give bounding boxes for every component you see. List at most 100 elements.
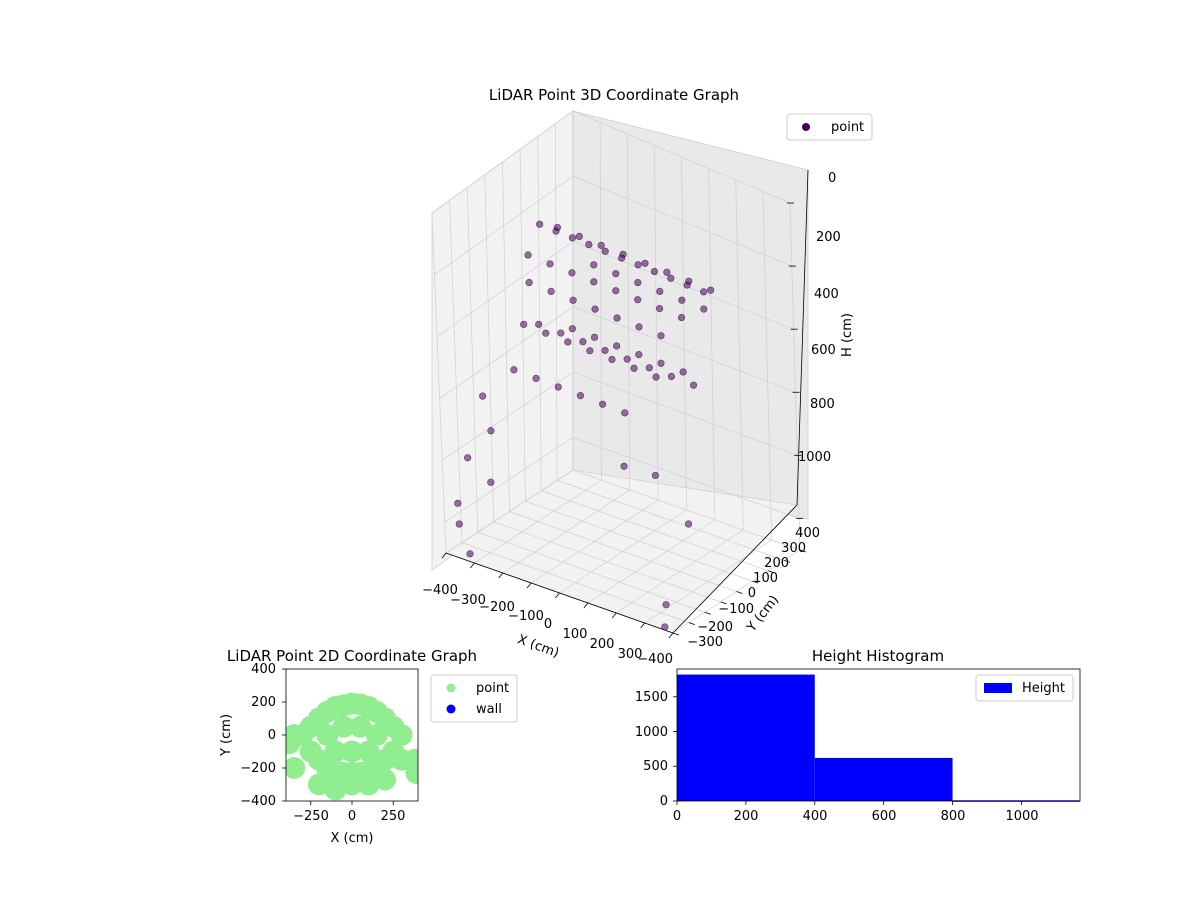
y-tick-label: 300	[781, 541, 806, 556]
y-tick-mark	[799, 549, 807, 553]
grid-line	[477, 531, 705, 613]
z-tick-labels-3d: 0 200 400 600 800 1000	[798, 171, 841, 465]
histogram-y-tick-labels: 0 500 1000 1500	[635, 690, 668, 809]
x-tick-label: 0	[348, 809, 356, 824]
grid-line	[762, 191, 772, 541]
data-point-3d	[657, 359, 665, 367]
data-point-3d	[585, 240, 593, 249]
y-tick-label: −200	[240, 761, 276, 776]
data-point-3d	[612, 287, 620, 295]
grid-line	[626, 133, 631, 491]
x-tick-mark	[583, 602, 589, 609]
histogram-legend-label: Height	[1022, 681, 1065, 696]
data-point-2d	[324, 740, 347, 763]
y-tick-mark	[704, 611, 711, 615]
data-point-3d	[510, 366, 518, 374]
data-point-2d	[365, 724, 388, 746]
data-point-3d	[564, 338, 572, 346]
data-point-3d	[554, 383, 562, 391]
x-tick-mark	[611, 612, 617, 619]
data-point-3d	[576, 392, 585, 400]
data-point-3d	[623, 355, 631, 363]
data-point-3d	[612, 270, 620, 278]
data-point-2d	[286, 757, 306, 779]
x-tick-label: 300	[618, 647, 643, 662]
z-tick-label: 800	[810, 397, 835, 412]
histogram-bar	[814, 757, 953, 801]
x-tick-mark	[470, 562, 475, 569]
data-point-3d	[662, 601, 670, 609]
legend-3d-label: point	[831, 120, 864, 135]
data-point-3d	[635, 351, 643, 359]
x-tick-label: −100	[508, 609, 544, 624]
grid-line	[708, 168, 716, 521]
data-point-2d	[324, 778, 347, 801]
y-tick-label: 400	[251, 662, 276, 677]
data-point-2d	[308, 773, 330, 796]
data-point-3d	[455, 520, 463, 528]
data-point-3d	[630, 364, 638, 372]
y-tick-label: 500	[643, 759, 668, 774]
data-point-3d	[464, 454, 472, 462]
y-tick-label: −400	[637, 652, 673, 667]
points-2d	[286, 692, 418, 801]
data-point-2d	[390, 724, 413, 746]
data-point-3d	[590, 261, 598, 269]
x-tick-label: 1000	[1005, 809, 1038, 824]
data-point-3d	[677, 313, 686, 322]
data-point-3d	[553, 223, 562, 232]
data-point-3d	[466, 550, 474, 558]
data-point-3d	[590, 333, 599, 341]
grid-3d	[431, 110, 801, 634]
chart-histogram: Height Histogram 0 500 1000 1500 0 200 4…	[635, 647, 1081, 824]
grid-line	[441, 371, 798, 461]
data-point-3d	[608, 355, 616, 364]
x-tick-mark	[640, 622, 645, 629]
y-tick-mark	[783, 559, 791, 563]
data-point-3d	[487, 478, 495, 486]
grid-line	[654, 145, 659, 501]
legend-2d-marker-wall	[446, 704, 456, 714]
z-axis-line	[796, 169, 809, 506]
data-point-3d	[487, 427, 495, 435]
data-point-3d	[568, 269, 576, 277]
grid-line	[537, 136, 542, 491]
y-tick-label: −200	[697, 620, 733, 635]
grid-line	[541, 490, 769, 572]
x-tick-label: 800	[941, 809, 966, 824]
data-point-2d	[316, 724, 339, 746]
data-point-3d	[689, 381, 698, 389]
grid-line	[525, 500, 753, 582]
grid-line	[431, 110, 791, 214]
y-tick-mark	[752, 580, 759, 584]
y-tick-mark	[768, 570, 775, 574]
data-point-3d	[569, 296, 577, 304]
data-point-3d	[546, 260, 554, 268]
y-tick-label: 200	[251, 695, 276, 710]
x-tick-mark	[441, 552, 447, 559]
grid-line	[484, 174, 494, 522]
data-point-3d	[667, 372, 676, 381]
data-point-3d	[568, 325, 576, 333]
x-tick-label: 200	[734, 809, 759, 824]
y-tick-label: 0	[748, 586, 756, 601]
histogram-bar	[677, 674, 815, 801]
data-point-3d	[591, 305, 599, 313]
y-tick-label: 0	[268, 728, 276, 743]
data-point-3d	[635, 323, 643, 331]
z-tick-label: 600	[811, 343, 836, 358]
data-point-3d	[601, 247, 609, 255]
grid-line	[434, 175, 792, 276]
z-tick-label: 1000	[798, 450, 831, 465]
data-point-3d	[547, 287, 555, 296]
data-point-3d	[685, 277, 693, 285]
data-point-3d	[634, 261, 642, 269]
data-point-3d	[663, 268, 671, 276]
data-point-3d	[532, 374, 540, 382]
legend-2d-marker-point	[446, 683, 456, 693]
x-tick-label: 600	[872, 809, 897, 824]
grid-line	[599, 122, 602, 481]
x-tick-label: −400	[422, 583, 458, 598]
data-point-3d	[613, 314, 621, 322]
x-tick-mark	[668, 632, 674, 639]
